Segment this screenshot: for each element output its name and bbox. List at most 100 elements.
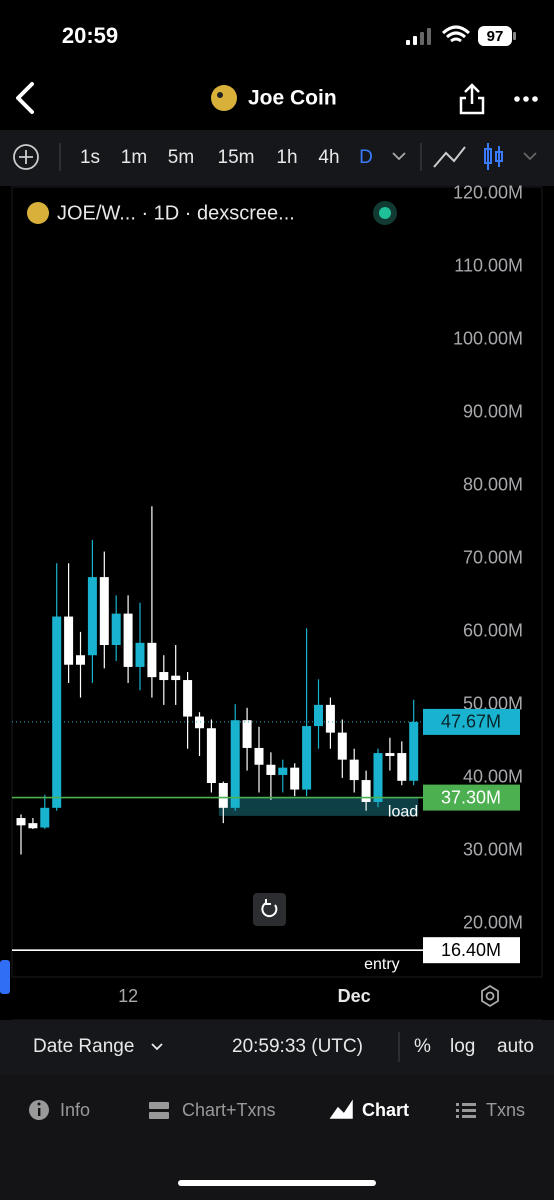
back-button[interactable] (16, 82, 34, 114)
candle-body (171, 675, 181, 681)
utc-clock[interactable]: 20:59:33 (UTC) (232, 1036, 363, 1057)
coin-icon-eye (217, 92, 223, 98)
candle-body (135, 642, 145, 667)
interval-button[interactable]: 1s (80, 147, 100, 168)
candle-body (76, 655, 85, 665)
price-badge (423, 937, 520, 964)
share-button[interactable] (459, 83, 485, 115)
chart-tab[interactable]: Chart (362, 1100, 409, 1120)
toolbar (0, 130, 554, 186)
y-tick-label: 80.00M (463, 475, 523, 495)
candle-body (242, 720, 252, 748)
y-tick-label: 120.00M (453, 183, 523, 203)
add-indicator-button[interactable] (13, 144, 39, 170)
candle-body (52, 616, 62, 808)
x-tick-label: 12 (118, 986, 138, 1006)
candle-body (111, 613, 121, 646)
price-badge-label: 47.67M (441, 712, 501, 732)
y-tick-label: 90.00M (463, 402, 523, 422)
candle-body (409, 721, 419, 781)
candle-body (147, 642, 157, 678)
auto-toggle[interactable]: auto (497, 1036, 534, 1057)
header-title: Joe Coin (248, 87, 337, 110)
candle-body (254, 747, 264, 765)
annotation: load (388, 803, 418, 820)
y-tick-label: 60.00M (463, 621, 523, 641)
tab-bar (0, 1075, 554, 1200)
candle-body (123, 613, 133, 667)
candle-chart-button[interactable] (484, 143, 503, 170)
live-indicator (379, 207, 391, 219)
reset-chart-button[interactable] (253, 893, 286, 926)
chart-txns-tab-icon (149, 1102, 169, 1109)
bottom-bar (0, 1020, 554, 1075)
log-toggle[interactable]: log (450, 1036, 475, 1057)
reset-icon (261, 899, 278, 918)
date-range-button[interactable]: Date Range (33, 1036, 134, 1057)
candle-body (314, 704, 323, 727)
chart-type-dropdown[interactable] (523, 152, 537, 161)
candle-body (349, 759, 359, 781)
price-badge (423, 708, 520, 735)
home-indicator (178, 1180, 376, 1186)
coin-icon (211, 85, 237, 111)
candle-body (16, 818, 26, 826)
battery-icon (478, 26, 512, 46)
chart-title: JOE/W... · 1D · dexscree... (57, 202, 295, 224)
settings-button[interactable] (481, 984, 499, 1008)
info-tab[interactable]: Info (60, 1100, 90, 1120)
candle-body (206, 728, 216, 783)
candle-body (99, 577, 109, 646)
y-tick-label: 110.00M (454, 256, 523, 276)
candle-body (337, 732, 347, 760)
add-indicator-plus (19, 150, 33, 164)
candle-body (64, 616, 74, 665)
interval-button[interactable]: 5m (168, 147, 194, 168)
percent-toggle[interactable]: % (414, 1036, 431, 1057)
candle-body (183, 680, 193, 717)
interval-button[interactable]: 1m (121, 147, 147, 168)
x-tick-label: Dec (338, 986, 371, 1006)
candle-body (230, 720, 240, 808)
side-panel-toggle[interactable] (0, 960, 10, 994)
price-badge-label: 37.30M (441, 787, 501, 807)
candle-body (302, 726, 312, 790)
chart-txns-tab-icon (149, 1112, 169, 1119)
info-icon-dot (37, 1102, 41, 1106)
interval-button[interactable]: D (359, 147, 373, 168)
price-badge (423, 784, 520, 811)
candle-body (266, 764, 276, 775)
interval-button[interactable]: 1h (276, 147, 297, 168)
txns-tab[interactable]: Txns (486, 1100, 525, 1120)
interval-dropdown[interactable] (392, 152, 406, 161)
candle-body (397, 753, 407, 781)
candle-body (218, 782, 228, 808)
interval-button[interactable]: 15m (218, 147, 255, 168)
y-tick-label: 100.00M (453, 329, 523, 349)
date-range-dropdown (151, 1043, 163, 1051)
candle-body (195, 716, 204, 729)
candle-body (385, 753, 395, 756)
annotation: entry (364, 956, 400, 973)
candle-body (28, 823, 38, 829)
load-zone (218, 797, 419, 816)
y-tick-label: 20.00M (463, 913, 523, 933)
interval-button[interactable]: 4h (318, 147, 339, 168)
wifi-icon (441, 25, 471, 43)
candle-body (87, 577, 97, 656)
candle-body (278, 767, 288, 775)
signal-icon (406, 28, 431, 45)
y-tick-label: 70.00M (463, 548, 523, 568)
candle-body (159, 672, 169, 681)
candle-body (290, 767, 300, 790)
line-chart-button[interactable] (433, 146, 466, 168)
pair-icon (27, 202, 49, 224)
more-button[interactable] (514, 96, 538, 102)
status-time: 20:59 (62, 23, 118, 48)
y-tick-label: 40.00M (463, 767, 523, 787)
battery-tip (513, 32, 516, 40)
price-badge-label: 16.40M (441, 940, 501, 960)
battery-level: 97 (487, 28, 504, 45)
chart-txns-tab[interactable]: Chart+Txns (182, 1100, 276, 1120)
